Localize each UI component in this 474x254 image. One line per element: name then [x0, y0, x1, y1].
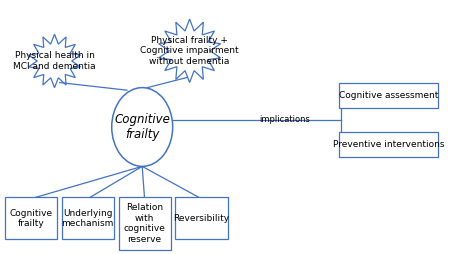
FancyBboxPatch shape	[62, 198, 114, 239]
Polygon shape	[28, 34, 81, 88]
Text: Cognitive
frailty: Cognitive frailty	[9, 209, 52, 228]
Text: Reversibility: Reversibility	[173, 214, 229, 223]
Polygon shape	[159, 19, 220, 83]
FancyBboxPatch shape	[339, 132, 438, 157]
Text: Physical frailty +
Cognitive impairment
without dementia: Physical frailty + Cognitive impairment …	[140, 36, 239, 66]
Text: Relation
with
cognitive
reserve: Relation with cognitive reserve	[124, 203, 165, 244]
FancyBboxPatch shape	[5, 198, 57, 239]
Text: Cognitive assessment: Cognitive assessment	[339, 91, 438, 100]
Text: Physical health in
MCI and dementia: Physical health in MCI and dementia	[13, 51, 96, 71]
Text: implications: implications	[259, 115, 310, 124]
Text: Cognitive
frailty: Cognitive frailty	[114, 113, 170, 141]
Ellipse shape	[112, 88, 173, 166]
Text: Preventive interventions: Preventive interventions	[333, 140, 445, 149]
Text: Underlying
mechanism: Underlying mechanism	[62, 209, 114, 228]
FancyBboxPatch shape	[339, 83, 438, 108]
FancyBboxPatch shape	[118, 198, 171, 249]
FancyBboxPatch shape	[175, 198, 228, 239]
